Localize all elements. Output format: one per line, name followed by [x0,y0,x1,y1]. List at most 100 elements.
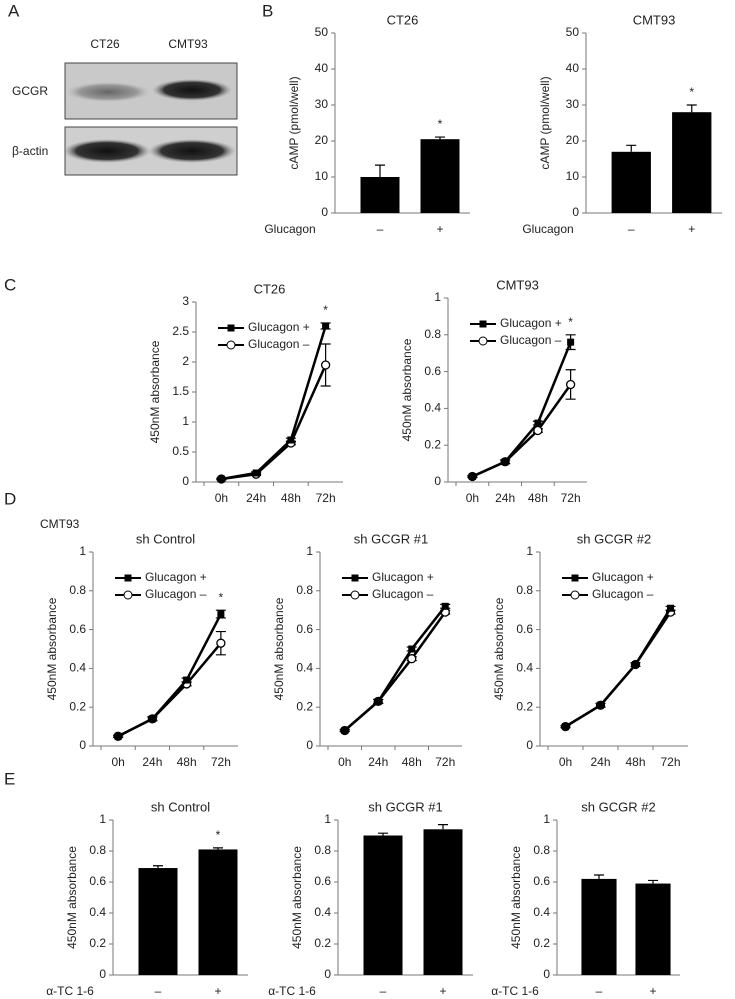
legend-marker [124,574,132,582]
y-tick-label: 40 [315,61,329,75]
y-tick-label: 1 [182,414,189,428]
y-tick-label: 0.8 [533,843,550,857]
y-tick-label: 40 [566,61,580,75]
y-tick-label: 50 [315,25,329,39]
bar [672,112,712,213]
chart-title: CMT93 [496,277,539,292]
series-line [343,611,447,732]
y-tick-label: 0.8 [296,583,313,597]
panel-label: C [4,275,16,294]
x-tick-label: + [439,984,446,998]
marker [565,379,576,390]
y-tick-label: 2.5 [172,324,189,338]
x-tick-label: + [688,222,695,236]
legend-marker [351,574,359,582]
series-line [117,613,222,738]
series-line [117,642,222,738]
y-tick-label: 10 [315,169,329,183]
bar [635,883,671,975]
y-tick-label: 0.6 [533,874,550,888]
row-label: GCGR [12,84,48,98]
legend-marker [227,324,235,332]
error-bar [594,874,604,879]
legend-label: Glucagon – [145,587,207,601]
y-tick-label: 1 [306,544,313,558]
x-tick-label: 72h [316,491,336,505]
y-tick-label: 0.4 [89,905,106,919]
x-axis-label: α-TC 1-6 [268,984,316,998]
marker [320,360,331,370]
bar [360,177,400,213]
y-tick-label: 0.4 [516,661,533,675]
y-tick-label: 0.6 [296,622,313,636]
error-bar [378,832,388,836]
y-tick-label: 3 [182,294,189,308]
marker [567,338,575,346]
y-tick-label: 0.8 [89,843,106,857]
blot-band [63,139,151,163]
marker [114,732,122,740]
x-tick-label: – [380,984,387,998]
x-tick-label: 24h [246,491,266,505]
marker [562,723,569,731]
bar [581,878,617,975]
y-axis-label: 450nM absorbance [492,597,506,700]
error-bar [438,824,448,830]
x-axis-label: Glucagon [522,222,573,236]
y-tick-label: 0.6 [89,874,106,888]
error-bar [626,144,637,152]
legend-label: Glucagon + [248,320,310,334]
marker [322,322,330,330]
annotation: * [323,303,328,317]
chart-title: sh Control [136,531,195,546]
marker [501,458,509,466]
y-tick-label: 20 [315,133,329,147]
chart-title: sh GCGR #2 [577,531,651,546]
y-tick-label: 0.2 [69,699,86,713]
annotation: * [689,85,694,99]
y-tick-label: 1 [434,290,441,304]
chart-title: CT26 [387,12,419,27]
y-tick-label: 0.8 [314,843,331,857]
x-tick-label: 0h [559,755,572,769]
x-tick-label: 48h [281,491,301,505]
marker [216,638,226,648]
panel-label: A [8,1,20,20]
cell-line-label: CMT93 [40,517,80,531]
blot-band [66,82,150,102]
marker [148,715,156,723]
error-bar [686,104,697,113]
marker [217,610,225,618]
y-tick-label: 30 [566,97,580,111]
y-tick-label: 0 [306,738,313,752]
marker [287,436,295,444]
series-line [564,611,672,728]
legend-marker [570,590,580,600]
x-tick-label: 0h [338,755,351,769]
x-tick-label: + [214,984,221,998]
y-tick-label: 0.6 [69,622,86,636]
x-tick-label: 48h [402,755,422,769]
legend-marker [123,590,133,600]
y-axis-label: 450nM absorbance [509,846,523,949]
y-tick-label: 50 [566,25,580,39]
y-tick-label: 0.4 [314,905,331,919]
x-tick-label: 72h [435,755,455,769]
y-tick-label: 0 [99,967,106,981]
bar [611,151,651,213]
y-tick-label: 0.2 [296,699,313,713]
x-tick-label: 24h [495,491,515,505]
y-tick-label: 1 [99,812,106,826]
x-axis-label: Glucagon [264,222,315,236]
x-tick-label: 48h [625,755,645,769]
y-axis-label: 450nM absorbance [65,846,79,949]
y-tick-label: 0.8 [516,583,533,597]
marker [252,469,260,477]
annotation: * [438,117,443,131]
y-tick-label: 0.4 [69,661,86,675]
y-tick-label: 1 [79,544,86,558]
lane-label: CT26 [90,37,120,51]
x-tick-label: + [649,984,656,998]
bar [198,849,238,975]
error-bar [153,865,163,869]
